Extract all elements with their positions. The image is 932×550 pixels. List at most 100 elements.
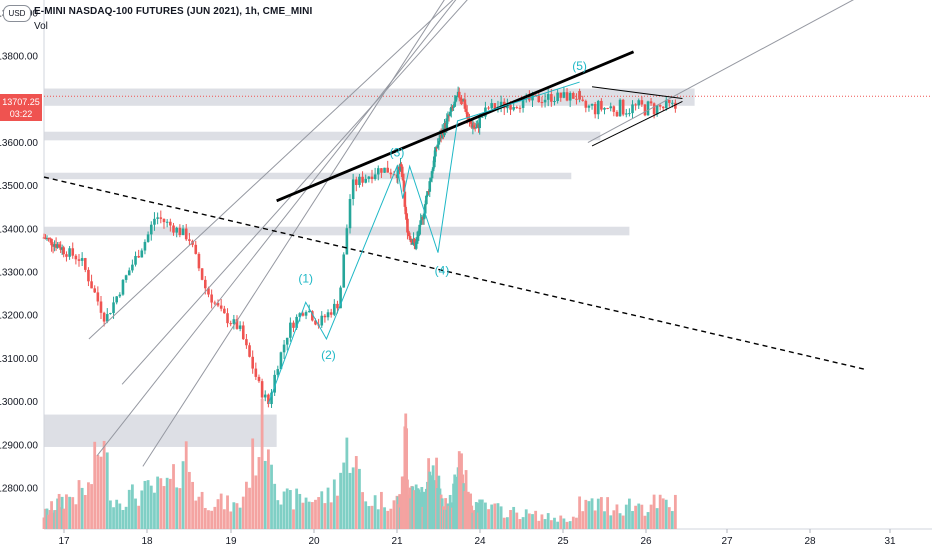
volume-bar — [298, 493, 302, 529]
volume-bar — [292, 509, 295, 529]
candle-body — [465, 111, 469, 118]
volume-bar — [640, 504, 644, 529]
candle-body — [674, 102, 677, 109]
candle-body — [83, 258, 87, 270]
volume-bar — [241, 496, 245, 529]
candle-body — [575, 98, 578, 100]
volume-bar — [370, 505, 374, 529]
candle-body — [432, 156, 436, 168]
candle-body — [565, 92, 569, 101]
candle-body — [383, 167, 386, 173]
volume-bar — [606, 497, 610, 529]
candle-body — [213, 302, 217, 304]
volume-bar — [484, 502, 487, 529]
candle-body — [112, 302, 115, 314]
candle-body — [260, 381, 264, 398]
candle-body — [307, 311, 311, 313]
x-tick-label: 20 — [308, 536, 320, 547]
candle-body — [263, 394, 267, 398]
candle-body — [386, 167, 389, 173]
candle-body — [54, 244, 58, 248]
volume-bar — [90, 484, 93, 529]
candle-body — [512, 107, 515, 110]
y-tick-label: 12800.00 — [0, 483, 38, 494]
volume-bar — [146, 480, 150, 529]
candle-body — [553, 101, 556, 103]
volume-bar — [282, 491, 286, 529]
volume-bar — [649, 504, 653, 529]
candle-body — [606, 107, 609, 109]
candle-body — [333, 303, 336, 315]
volume-bar — [512, 506, 516, 529]
candle-body — [408, 236, 412, 241]
volume-bar — [534, 510, 538, 529]
volume-bar — [480, 499, 484, 529]
candle-body — [270, 392, 273, 405]
volume-bar — [596, 498, 600, 529]
volume-bar — [143, 480, 147, 529]
candle-body — [267, 394, 270, 405]
symbol-title[interactable]: E-MINI NASDAQ-100 FUTURES (JUN 2021), 1h… — [34, 6, 313, 17]
candle-body — [285, 337, 289, 345]
candle-body — [443, 122, 446, 136]
y-tick-label: 13000.00 — [0, 397, 38, 408]
volume-bar — [115, 499, 119, 529]
candle-body — [543, 99, 547, 103]
volume-bar — [361, 492, 364, 529]
x-tick-label: 31 — [884, 536, 896, 547]
candle-body — [140, 250, 144, 258]
candle-body — [406, 218, 409, 233]
chart-header: E-MINI NASDAQ-100 FUTURES (JUN 2021), 1h… — [34, 6, 312, 32]
candle-body — [323, 315, 327, 318]
candle-body — [470, 123, 474, 128]
candle-body — [419, 220, 422, 225]
x-tick-label: 26 — [640, 536, 652, 547]
volume-bar — [93, 441, 97, 529]
candle-body — [74, 255, 78, 260]
volume-bar — [71, 497, 75, 529]
volume-bar — [304, 497, 308, 529]
support-resistance-zone — [44, 172, 572, 180]
volume-bar — [238, 507, 242, 529]
candle-body — [156, 217, 159, 219]
candle-body — [436, 144, 439, 148]
candle-body — [207, 288, 210, 295]
volume-bar — [62, 508, 66, 529]
volume-bar — [490, 504, 494, 529]
volume-bar — [515, 512, 519, 529]
volume-bar — [658, 494, 662, 529]
candle-body — [640, 100, 644, 105]
volume-bar — [590, 498, 594, 529]
candle-body — [146, 234, 150, 242]
volume-bar — [543, 519, 547, 529]
trend-line-thin — [591, 101, 683, 147]
volume-bar — [323, 503, 327, 529]
candle-body — [96, 292, 100, 302]
candle-body — [153, 218, 156, 225]
candle-body — [131, 264, 134, 271]
candle-body — [621, 99, 625, 115]
wave-label: (4) — [435, 264, 450, 278]
candle-body — [181, 228, 185, 236]
candle-body — [50, 238, 53, 246]
volume-bar — [599, 497, 603, 529]
volume-bar — [549, 520, 553, 529]
channel-line — [142, 0, 445, 467]
y-tick-label: 13200.00 — [0, 311, 38, 322]
candle-body — [59, 247, 62, 250]
candle-body — [624, 113, 628, 115]
candle-body — [646, 101, 650, 116]
candle-body — [276, 369, 280, 375]
candle-body — [454, 96, 458, 102]
candle-body — [329, 312, 333, 315]
candle-body — [311, 311, 314, 321]
currency-badge[interactable]: USD — [3, 5, 31, 22]
candle-body — [124, 275, 128, 280]
candle-body — [314, 320, 317, 325]
volume-bar — [376, 509, 380, 529]
candle-body — [658, 105, 662, 107]
volume-indicator-label[interactable]: Vol — [34, 21, 48, 32]
x-tick-label: 24 — [474, 536, 486, 547]
volume-bar — [609, 515, 613, 529]
